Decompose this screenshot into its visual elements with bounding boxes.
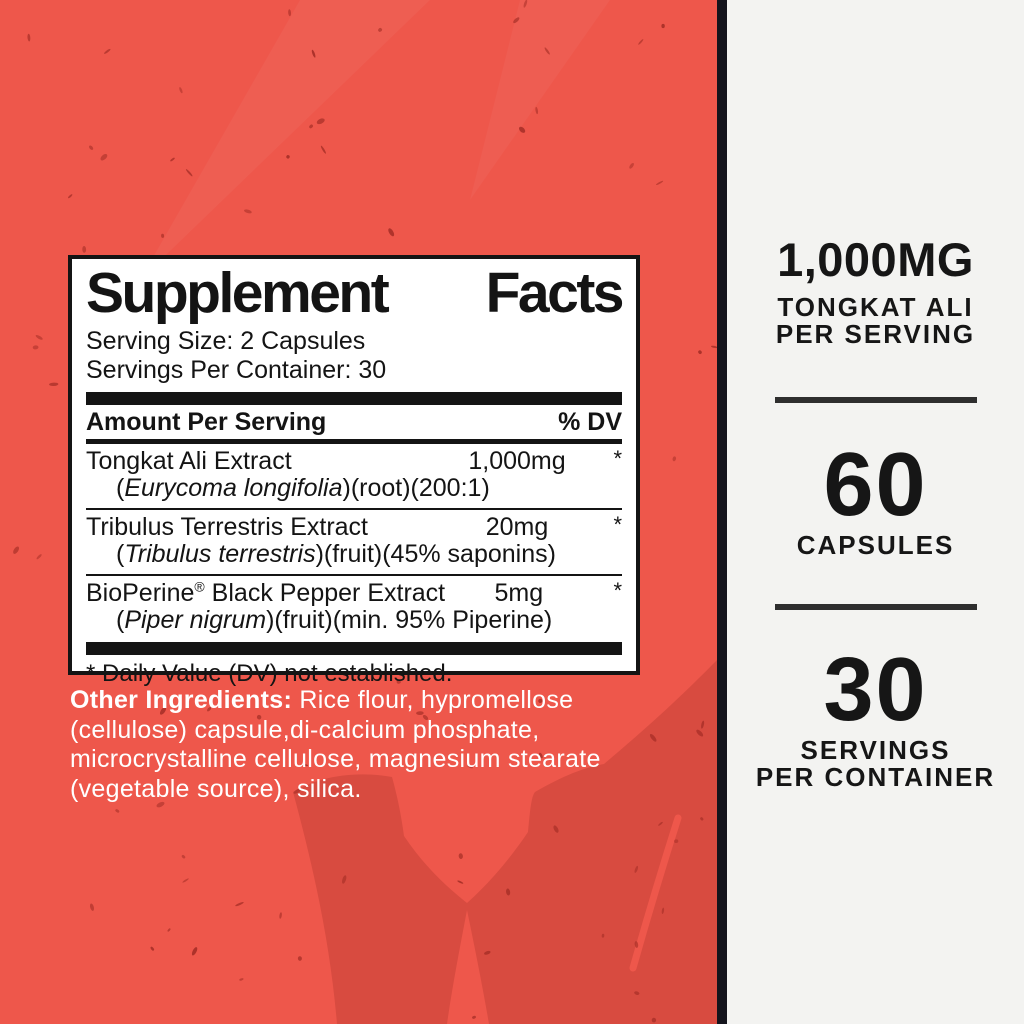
- title-word-supplement: Supplement: [86, 261, 390, 325]
- ingredient-dv: *: [613, 578, 622, 603]
- hairline-rule: [86, 574, 622, 576]
- ingredient-detail: (Eurycoma longifolia)(root)(200:1): [86, 475, 622, 502]
- ingredient-amount: 1,000mg: [468, 447, 566, 475]
- ingredient-amount: 20mg: [485, 513, 549, 541]
- other-ingredients-line: (cellulose) capsule,di-calcium phosphate…: [70, 715, 540, 744]
- figure-silhouette-graphic: [293, 660, 717, 1024]
- other-ingredients-line: (vegetable source), silica.: [70, 774, 362, 803]
- other-ingredients-label: Other Ingredients:: [70, 686, 293, 714]
- ingredient-row-tribulus: Tribulus Terrestris Extract 20mg * (Trib…: [86, 510, 622, 574]
- servings-subline-2: PER CONTAINER: [755, 762, 996, 792]
- supplement-facts-title: Supplement Facts: [86, 261, 625, 325]
- info-sidebar: 1,000MG TONGKAT ALI PER SERVING 60 CAPSU…: [727, 0, 1024, 1024]
- column-header-row: Amount Per Serving % DV: [86, 405, 622, 439]
- detail-paren: (: [116, 606, 125, 634]
- ingredient-row-bioperine: BioPerine® Black Pepper Extract 5mg * (P…: [86, 576, 622, 640]
- supplement-facts-panel: Supplement Facts Serving Size: 2 Capsule…: [68, 255, 640, 687]
- title-word-facts: Facts: [485, 261, 625, 325]
- ingredient-name-text: BioPerine: [86, 579, 195, 607]
- light-streak: [140, 0, 430, 280]
- ingredient-name-text: Tribulus Terrestris Extract: [86, 513, 369, 541]
- ingredient-line: Tribulus Terrestris Extract 20mg *: [86, 514, 622, 541]
- percent-dv-header: % DV: [558, 408, 622, 436]
- ingredient-line: Tongkat Ali Extract 1,000mg *: [86, 448, 622, 475]
- other-ingredients-line: Other Ingredients: Rice flour, hypromell…: [70, 686, 670, 716]
- thick-rule: [86, 642, 622, 655]
- sidebar-section-servings: 30 SERVINGS PER CONTAINER: [727, 645, 1024, 791]
- serving-size-text: Serving Size: 2 Capsules: [86, 327, 366, 355]
- other-ingredients-line-text: Rice flour, hypromellose: [292, 686, 574, 714]
- servings-subline-1: SERVINGS: [800, 735, 951, 765]
- amount-per-serving-header: Amount Per Serving: [86, 408, 327, 436]
- ingredient-amount: 5mg: [494, 579, 544, 607]
- ingredient-detail: (Piper nigrum)(fruit)(min. 95% Piperine): [86, 607, 622, 634]
- amount-headline: 1,000MG: [777, 233, 974, 286]
- silhouette-highlight-line: [629, 814, 682, 972]
- servings-headline: 30: [823, 640, 928, 740]
- ingredient-detail: (Tribulus terrestris)(fruit)(45% saponin…: [86, 541, 622, 568]
- sidebar-divider-line: [774, 604, 977, 610]
- detail-paren: (: [116, 474, 125, 502]
- thick-rule: [86, 392, 622, 405]
- daily-value-footnote: * Daily Value (DV) not established.: [86, 660, 453, 687]
- light-streak: [470, 0, 610, 200]
- sidebar-section-capsules: 60 CAPSULES: [727, 440, 1024, 559]
- detail-paren: (: [116, 540, 125, 568]
- ingredient-row-tongkat-ali: Tongkat Ali Extract 1,000mg * (Eurycoma …: [86, 444, 622, 508]
- botanical-name: Tribulus terrestris: [124, 540, 316, 568]
- other-ingredients-text: Other Ingredients: Rice flour, hypromell…: [70, 686, 670, 804]
- ingredient-name-text: Tongkat Ali Extract: [86, 447, 292, 475]
- amount-subline-1: TONGKAT ALI: [777, 292, 974, 322]
- detail-rest: )(fruit)(min. 95% Piperine): [266, 606, 553, 634]
- detail-rest: )(root)(200:1): [342, 474, 490, 502]
- label-background: Supplement Facts Serving Size: 2 Capsule…: [0, 0, 717, 1024]
- ingredient-name: Tribulus Terrestris Extract: [86, 514, 442, 541]
- medium-rule: [86, 439, 622, 444]
- capsules-subline-1: CAPSULES: [796, 530, 955, 560]
- vertical-divider-bar: [717, 0, 727, 1024]
- servings-per-container-text: Servings Per Container: 30: [86, 356, 387, 384]
- ingredient-name: Tongkat Ali Extract: [86, 448, 442, 475]
- ingredient-line: BioPerine® Black Pepper Extract 5mg *: [86, 580, 622, 607]
- botanical-name: Eurycoma longifolia: [124, 474, 343, 502]
- ingredient-name-text: Black Pepper Extract: [204, 579, 446, 607]
- detail-rest: )(fruit)(45% saponins): [315, 540, 556, 568]
- capsules-headline: 60: [823, 435, 928, 535]
- background-texture: [13, 0, 717, 1024]
- ingredient-dv: *: [613, 446, 622, 471]
- hairline-rule: [86, 508, 622, 510]
- ingredient-dv: *: [613, 512, 622, 537]
- sidebar-divider-line: [774, 397, 977, 403]
- other-ingredients-line: microcrystalline cellulose, magnesium st…: [70, 745, 601, 773]
- amount-subline-2: PER SERVING: [775, 319, 976, 349]
- botanical-name: Piper nigrum: [124, 606, 267, 634]
- ingredient-name: BioPerine® Black Pepper Extract: [86, 580, 445, 607]
- registered-mark: ®: [194, 578, 205, 595]
- sidebar-section-amount: 1,000MG TONGKAT ALI PER SERVING: [727, 234, 1024, 348]
